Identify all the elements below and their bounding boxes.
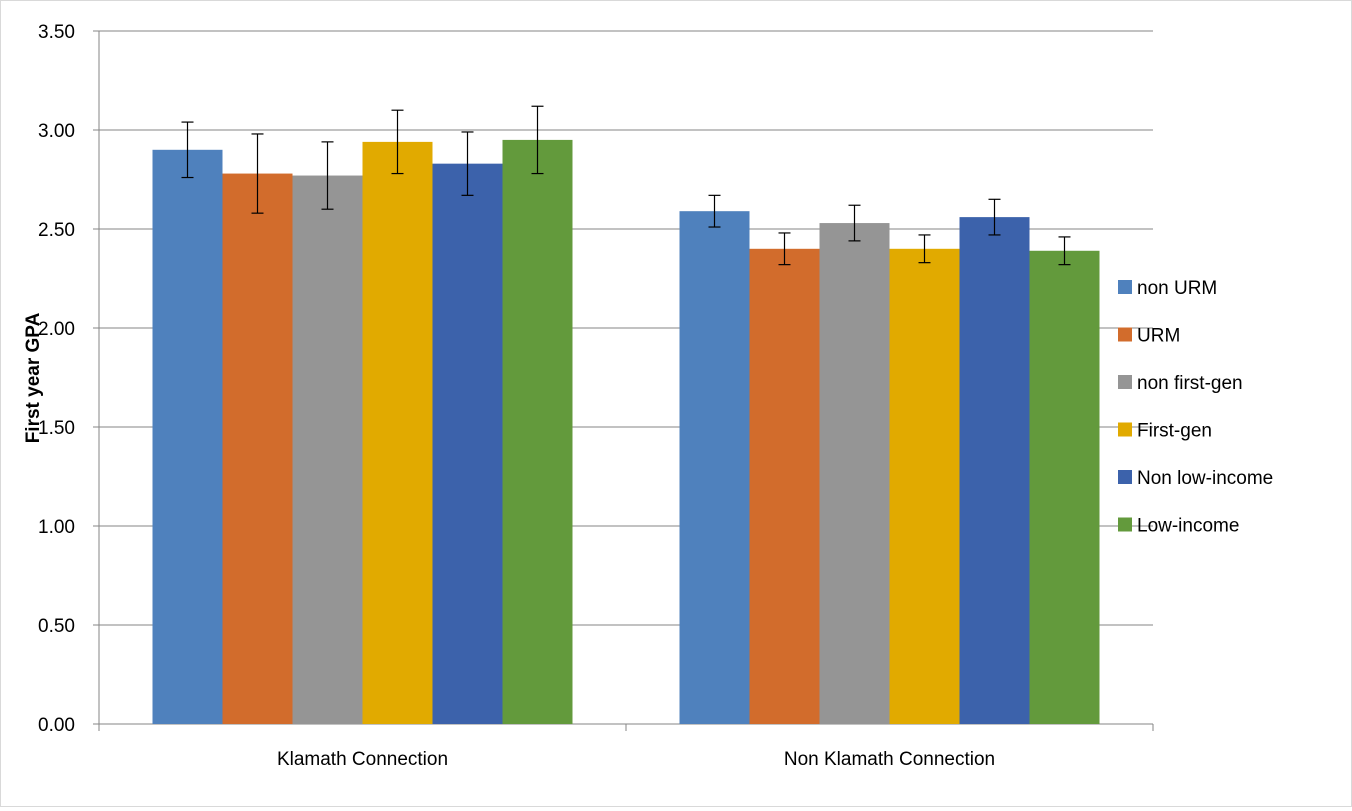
y-tick-label: 3.00: [38, 121, 75, 142]
bar: [1029, 250, 1100, 724]
legend-label: Non low-income: [1137, 468, 1273, 489]
tick-labels: 0.00 0.50 1.00 1.50 2.00 2.50 3.00 3.50 Klamath …: [38, 22, 995, 770]
y-tick-label: 0.00: [38, 715, 75, 736]
x-tick-label: Non Klamath Connection: [784, 749, 995, 770]
legend-swatch: [1118, 517, 1132, 532]
legend-swatch: [1118, 375, 1132, 389]
bar: [679, 211, 750, 724]
legend-label: non URM: [1137, 278, 1217, 299]
legend-label: URM: [1137, 326, 1180, 347]
y-tick-label: 2.00: [38, 319, 75, 340]
bar: [959, 217, 1030, 724]
bar: [432, 163, 503, 724]
y-tick-label: 2.50: [38, 220, 75, 241]
bar: [502, 139, 573, 724]
legend-label: Low-income: [1137, 516, 1239, 537]
y-tick-label: 3.50: [38, 22, 75, 43]
legend-label: First-gen: [1137, 421, 1212, 442]
y-tick-label: 1.00: [38, 517, 75, 538]
bar: [222, 173, 293, 724]
legend-swatch: [1118, 470, 1132, 484]
error-bars: [181, 105, 1071, 266]
legend-swatch: [1118, 422, 1132, 437]
legend-swatch: [1118, 280, 1132, 294]
bar: [362, 141, 433, 724]
y-tick-label: 0.50: [38, 616, 75, 637]
bar: [292, 175, 363, 725]
legend-label: non first-gen: [1137, 373, 1243, 394]
bar: [889, 248, 960, 725]
legend: non URM URM non first-gen First-gen Non low-…: [1118, 278, 1273, 537]
legend-swatch: [1118, 327, 1132, 342]
bar: [819, 223, 890, 724]
x-tick-label: Klamath Connection: [277, 749, 448, 770]
bar: [749, 248, 820, 725]
y-tick-label: 1.50: [38, 418, 75, 439]
bars: [152, 139, 1100, 725]
y-axis-label: First year GPA: [23, 312, 44, 443]
bar: [152, 149, 223, 725]
